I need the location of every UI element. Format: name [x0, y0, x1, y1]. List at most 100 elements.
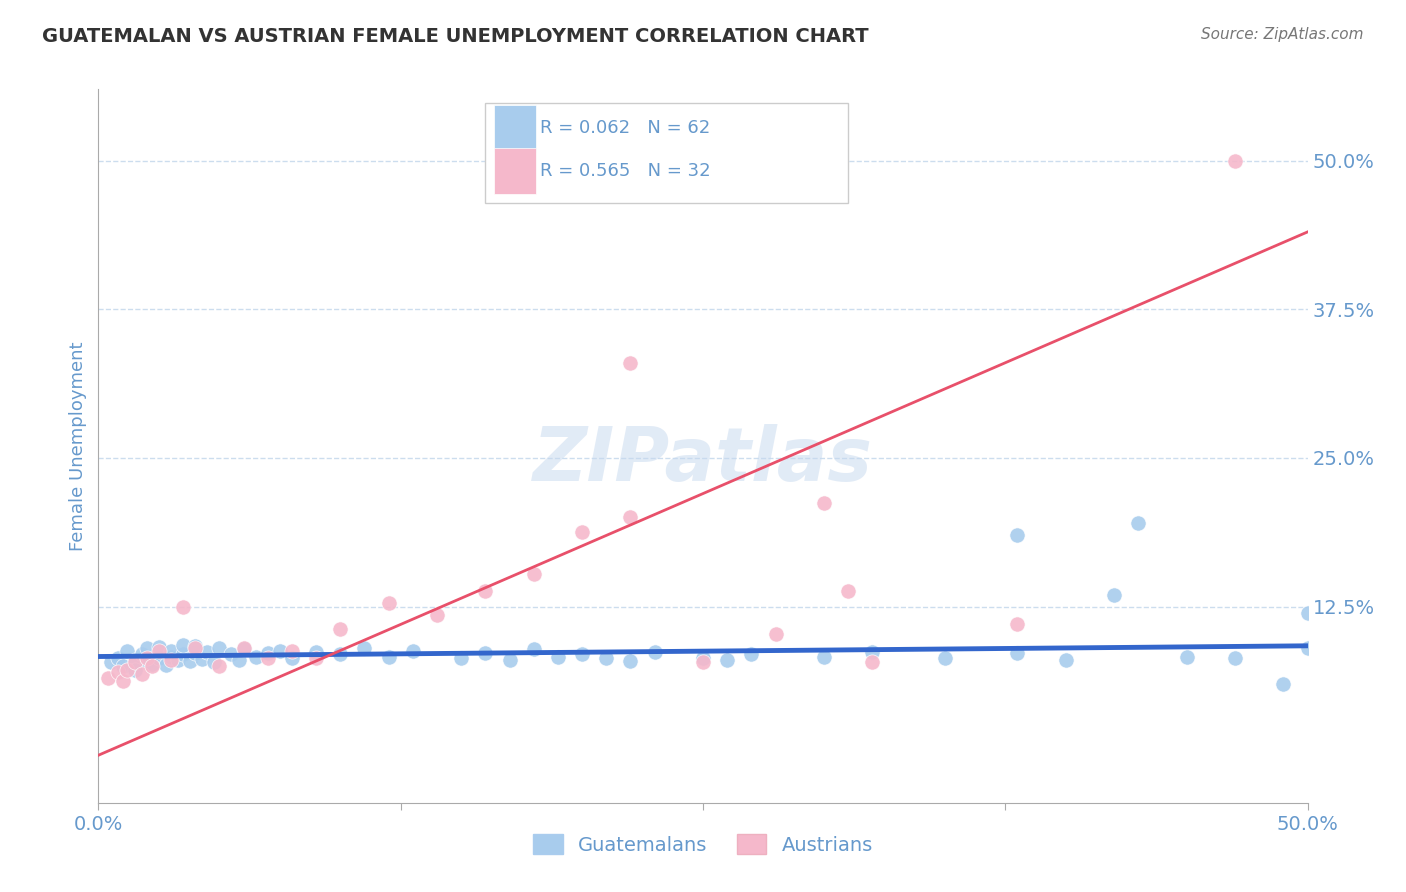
- Point: [692, 650, 714, 665]
- Point: [1223, 153, 1246, 168]
- Point: [1102, 588, 1125, 602]
- Point: [1007, 617, 1029, 632]
- Point: [184, 646, 207, 660]
- Point: [934, 650, 956, 665]
- Point: [1296, 641, 1319, 656]
- Point: [221, 647, 243, 661]
- Point: [167, 653, 190, 667]
- Point: [256, 650, 278, 665]
- Point: [740, 647, 762, 661]
- Point: [124, 663, 146, 677]
- Point: [124, 656, 146, 670]
- Point: [329, 647, 352, 661]
- Point: [269, 643, 291, 657]
- Text: GUATEMALAN VS AUSTRIAN FEMALE UNEMPLOYMENT CORRELATION CHART: GUATEMALAN VS AUSTRIAN FEMALE UNEMPLOYME…: [42, 27, 869, 45]
- Point: [107, 650, 129, 665]
- Point: [1128, 516, 1150, 531]
- Point: [131, 647, 153, 661]
- Point: [402, 643, 425, 657]
- Point: [141, 657, 163, 671]
- Point: [232, 641, 254, 656]
- Point: [860, 645, 883, 659]
- Point: [172, 599, 194, 614]
- Point: [172, 647, 194, 661]
- FancyBboxPatch shape: [485, 103, 848, 203]
- Point: [619, 356, 641, 370]
- Point: [160, 653, 183, 667]
- Point: [184, 639, 207, 653]
- Point: [135, 654, 157, 668]
- Point: [377, 596, 399, 610]
- Point: [124, 653, 146, 667]
- Point: [1007, 528, 1029, 542]
- Point: [692, 656, 714, 670]
- Point: [160, 643, 183, 657]
- Point: [228, 653, 250, 667]
- Point: [135, 650, 157, 665]
- Point: [595, 650, 617, 665]
- Point: [474, 584, 496, 599]
- Point: [450, 650, 472, 665]
- Point: [523, 567, 546, 582]
- FancyBboxPatch shape: [494, 148, 536, 194]
- Point: [256, 646, 278, 660]
- Point: [172, 638, 194, 652]
- Point: [107, 665, 129, 679]
- Point: [305, 645, 328, 659]
- Point: [353, 641, 375, 656]
- Point: [474, 646, 496, 660]
- Point: [1272, 677, 1295, 691]
- Point: [135, 641, 157, 656]
- Point: [765, 627, 787, 641]
- Point: [377, 649, 399, 664]
- FancyBboxPatch shape: [494, 105, 536, 152]
- Point: [131, 667, 153, 681]
- Point: [1296, 606, 1319, 620]
- Legend: Guatemalans, Austrians: Guatemalans, Austrians: [523, 824, 883, 864]
- Point: [160, 649, 183, 664]
- Point: [184, 641, 207, 656]
- Point: [1223, 650, 1246, 665]
- Point: [619, 654, 641, 668]
- Point: [148, 650, 170, 665]
- Point: [100, 656, 122, 670]
- Point: [498, 653, 520, 667]
- Text: ZIPatlas: ZIPatlas: [533, 424, 873, 497]
- Point: [329, 622, 352, 636]
- Point: [644, 645, 666, 659]
- Point: [813, 649, 835, 664]
- Point: [155, 657, 177, 672]
- Point: [860, 656, 883, 670]
- Point: [281, 643, 304, 657]
- Point: [1054, 653, 1077, 667]
- Point: [195, 645, 218, 659]
- Point: [97, 671, 120, 685]
- Y-axis label: Female Unemployment: Female Unemployment: [69, 342, 87, 550]
- Point: [571, 524, 593, 539]
- Point: [571, 647, 593, 661]
- Point: [179, 654, 201, 668]
- Point: [547, 649, 569, 664]
- Point: [232, 642, 254, 657]
- Point: [1007, 646, 1029, 660]
- Point: [523, 642, 546, 657]
- Text: Source: ZipAtlas.com: Source: ZipAtlas.com: [1201, 27, 1364, 42]
- Point: [281, 650, 304, 665]
- Point: [619, 510, 641, 524]
- Point: [426, 607, 449, 622]
- Point: [111, 659, 134, 673]
- Point: [716, 653, 738, 667]
- Point: [245, 649, 267, 664]
- Point: [204, 656, 226, 670]
- Point: [141, 659, 163, 673]
- Point: [111, 674, 134, 689]
- Point: [117, 663, 139, 677]
- Point: [208, 641, 231, 656]
- Point: [148, 640, 170, 654]
- Point: [305, 650, 328, 665]
- Point: [191, 652, 214, 666]
- Point: [208, 659, 231, 673]
- Point: [117, 643, 139, 657]
- Point: [837, 584, 859, 599]
- Text: R = 0.062   N = 62: R = 0.062 N = 62: [540, 120, 710, 137]
